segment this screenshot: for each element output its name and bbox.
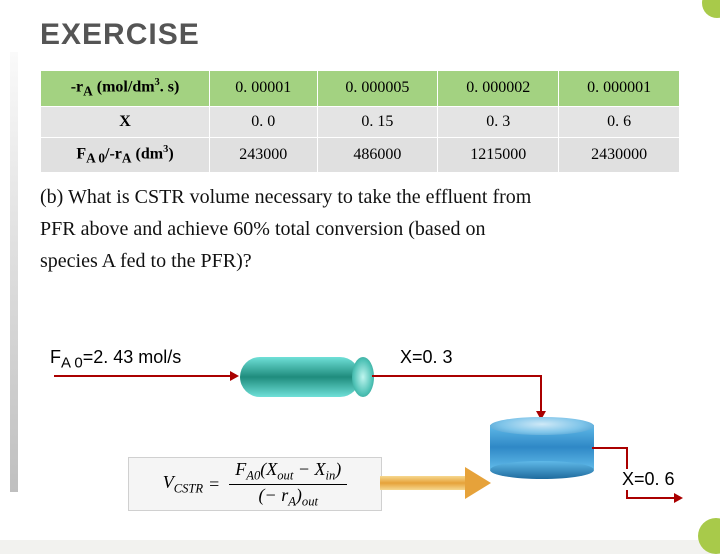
sub: A (83, 84, 93, 99)
slide-title: EXERCISE (40, 18, 700, 52)
text: F (235, 459, 246, 479)
fa0-label: FA 0=2. 43 mol/s (50, 347, 181, 372)
sub: out (302, 494, 318, 508)
line: (b) What is CSTR volume necessary to tak… (40, 186, 531, 208)
slide: EXERCISE -rA (mol/dm3. s) 0. 00001 0. 00… (0, 0, 720, 540)
cstr-reactor-icon (490, 417, 594, 477)
table-row: FA 0/-rA (dm3) 243000 486000 1215000 243… (41, 138, 679, 173)
text: /-r (105, 145, 122, 162)
flow-line (592, 447, 628, 449)
denominator: (− rA)out (253, 485, 324, 510)
flow-line (626, 497, 676, 499)
data-table: -rA (mol/dm3. s) 0. 00001 0. 000005 0. 0… (40, 70, 680, 173)
sub: out (277, 469, 293, 483)
sub: A0 (246, 469, 260, 483)
conversion-label-2: X=0. 6 (622, 469, 675, 490)
cell: 2430000 (559, 138, 679, 173)
arrow-head (465, 467, 491, 499)
corner-circle-bottom (698, 518, 720, 554)
formula-arrow-icon (380, 467, 490, 497)
text: (− r (259, 485, 289, 505)
cell: 1215000 (438, 138, 558, 173)
cstr-bottom (490, 461, 594, 479)
text: ) (168, 145, 173, 162)
line: species A fed to the PFR)? (40, 250, 252, 272)
equals: = (209, 474, 219, 495)
text: (X (260, 459, 277, 479)
cstr-top (490, 417, 594, 435)
cell: 0. 000001 (559, 71, 679, 106)
line: PFR above and achieve 60% total conversi… (40, 218, 485, 240)
cell: 0. 3 (438, 107, 558, 137)
cell: 0. 15 (318, 107, 438, 137)
conversion-label-1: X=0. 3 (400, 347, 453, 368)
pfr-end-icon (352, 357, 374, 397)
text: . s) (160, 78, 180, 95)
cell: 0. 0 (210, 107, 317, 137)
text: ) (335, 459, 341, 479)
cell-header-ratio: FA 0/-rA (dm3) (41, 138, 209, 173)
left-accent-bar (10, 52, 18, 492)
fraction: FA0(Xout − Xin) (− rA)out (229, 459, 347, 509)
sub: A (122, 150, 132, 165)
question-text: (b) What is CSTR volume necessary to tak… (40, 181, 660, 277)
text: -r (71, 78, 83, 95)
table-row: -rA (mol/dm3. s) 0. 00001 0. 000005 0. 0… (41, 71, 679, 106)
text: − X (293, 459, 325, 479)
pfr-reactor-icon (240, 357, 360, 397)
sub: in (326, 469, 336, 483)
cell: 0. 000005 (318, 71, 438, 106)
text: (dm (132, 145, 164, 162)
flow-line (540, 375, 542, 413)
flow-line (372, 375, 542, 377)
cell: 0. 000002 (438, 71, 558, 106)
arrowhead-icon (674, 493, 683, 503)
sub: CSTR (174, 481, 203, 495)
text: F (76, 145, 86, 162)
cell: 243000 (210, 138, 317, 173)
sub: A (288, 494, 296, 508)
text: V (163, 472, 174, 492)
table-row: X 0. 0 0. 15 0. 3 0. 6 (41, 107, 679, 137)
cell: 486000 (318, 138, 438, 173)
arrowhead-icon (230, 371, 239, 381)
reactor-diagram: FA 0=2. 43 mol/s X=0. 3 X=0. 6 VCSTR = F… (40, 287, 700, 507)
corner-circle-top (702, 0, 720, 18)
sub: A 0 (86, 150, 105, 165)
flow-line (54, 375, 234, 377)
text: =2. 43 mol/s (83, 347, 182, 367)
text: F (50, 347, 61, 367)
cell-header-rate: -rA (mol/dm3. s) (41, 71, 209, 106)
cell-header-x: X (41, 107, 209, 137)
numerator: FA0(Xout − Xin) (229, 459, 347, 485)
formula-box: VCSTR = FA0(Xout − Xin) (− rA)out (128, 457, 382, 511)
cell: 0. 00001 (210, 71, 317, 106)
arrow-body (380, 476, 466, 490)
text: (mol/dm (93, 78, 155, 95)
cell: 0. 6 (559, 107, 679, 137)
sub: A 0 (61, 355, 83, 372)
